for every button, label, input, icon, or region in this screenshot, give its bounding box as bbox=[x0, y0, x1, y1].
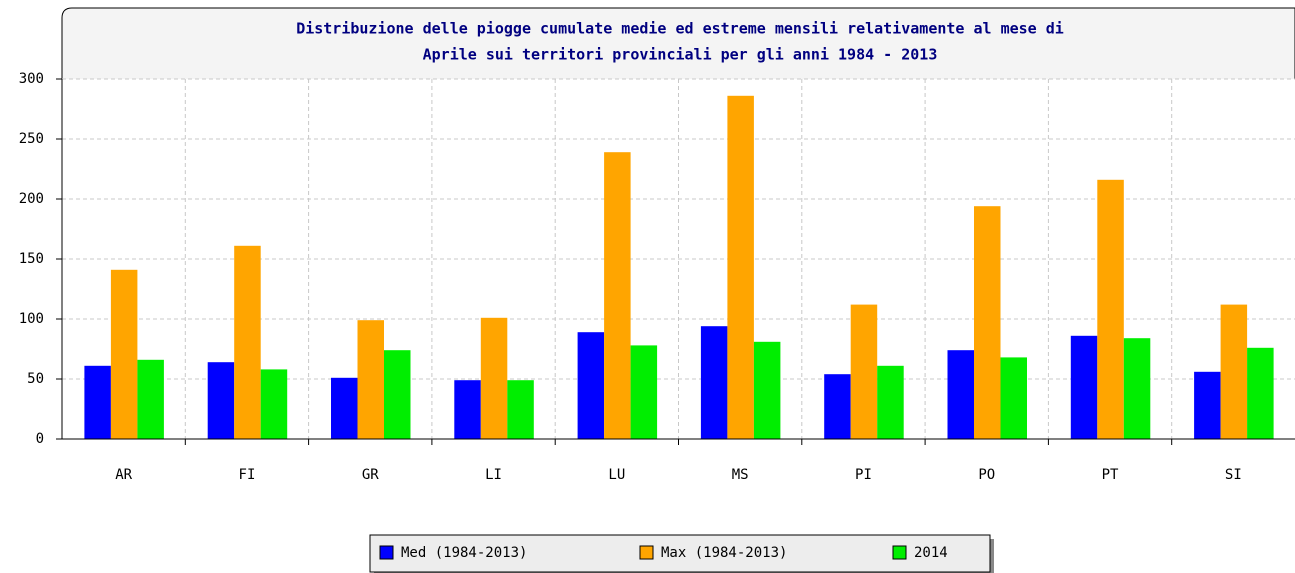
y-tick-label: 200 bbox=[19, 191, 44, 207]
bar bbox=[384, 350, 411, 439]
y-tick-label: 300 bbox=[19, 71, 44, 87]
y-tick-label: 250 bbox=[19, 131, 44, 147]
bar bbox=[850, 304, 878, 439]
chart-title: Aprile sui territori provinciali per gli… bbox=[423, 46, 938, 64]
x-tick-label: LI bbox=[485, 467, 502, 483]
x-tick-label: PT bbox=[1102, 467, 1119, 483]
bar bbox=[207, 362, 235, 439]
y-tick-label: 50 bbox=[27, 371, 44, 387]
x-tick-label: MS bbox=[732, 467, 749, 483]
x-tick-label: SI bbox=[1225, 467, 1242, 483]
x-tick-label: AR bbox=[115, 467, 132, 483]
legend-swatch bbox=[379, 545, 394, 560]
bar bbox=[480, 317, 508, 439]
x-tick-label: GR bbox=[362, 467, 379, 483]
bar bbox=[604, 152, 631, 439]
x-tick-label: FI bbox=[239, 467, 256, 483]
title-box bbox=[61, 7, 1295, 79]
bar bbox=[1097, 179, 1124, 440]
bar bbox=[577, 332, 605, 439]
bar bbox=[234, 245, 261, 439]
y-tick-label: 100 bbox=[19, 311, 44, 327]
bar bbox=[1220, 304, 1248, 439]
bar bbox=[331, 377, 358, 439]
legend-swatch bbox=[639, 545, 654, 560]
bar bbox=[110, 269, 138, 439]
bar bbox=[727, 95, 754, 440]
bar bbox=[1247, 347, 1274, 439]
y-tick-label: 150 bbox=[19, 251, 44, 267]
y-tick-label: 0 bbox=[36, 431, 44, 447]
legend-label: Med (1984-2013) bbox=[401, 545, 527, 561]
chart-title: Distribuzione delle piogge cumulate medi… bbox=[296, 20, 1064, 38]
bar bbox=[454, 380, 481, 439]
bar bbox=[630, 345, 658, 439]
bar bbox=[137, 359, 164, 439]
legend-label: Max (1984-2013) bbox=[661, 545, 787, 561]
bar bbox=[1070, 335, 1098, 439]
bar bbox=[877, 365, 904, 439]
bar bbox=[824, 374, 851, 439]
bar bbox=[260, 369, 288, 439]
x-tick-label: PO bbox=[978, 467, 995, 483]
legend-label: 2014 bbox=[914, 545, 948, 561]
x-tick-label: PI bbox=[855, 467, 872, 483]
bar bbox=[974, 206, 1001, 439]
bar bbox=[84, 365, 111, 439]
bar bbox=[1123, 338, 1151, 439]
bar bbox=[1194, 371, 1221, 439]
bar bbox=[947, 350, 974, 439]
x-tick-label: LU bbox=[608, 467, 625, 483]
bar bbox=[1000, 357, 1027, 439]
legend-swatch bbox=[892, 545, 907, 560]
bar bbox=[507, 380, 534, 439]
bar bbox=[700, 326, 728, 439]
legend bbox=[369, 534, 991, 573]
bar bbox=[753, 341, 781, 439]
bar bbox=[357, 320, 384, 439]
